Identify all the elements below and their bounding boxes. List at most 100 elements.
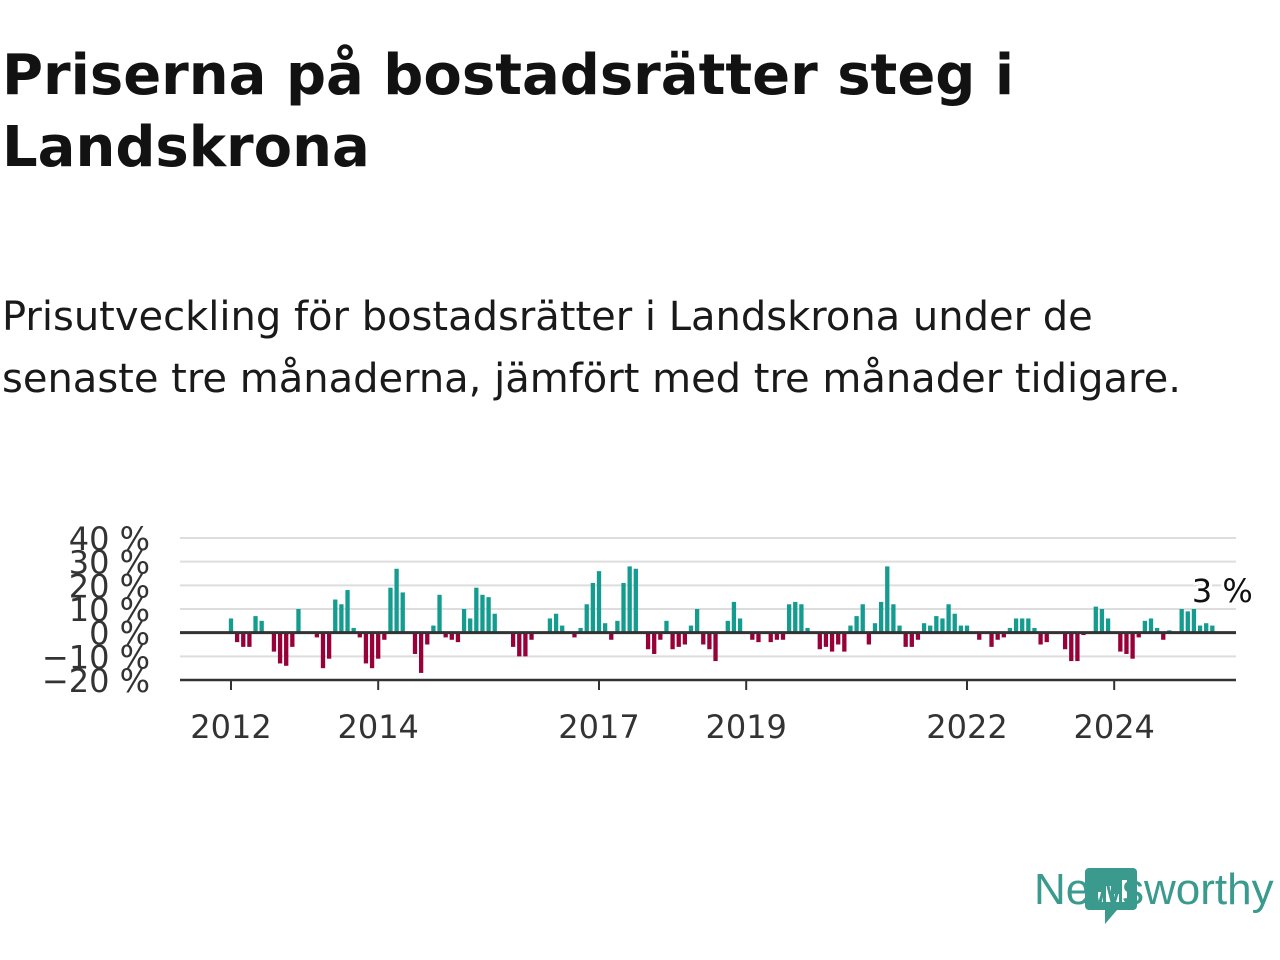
bar bbox=[621, 582, 626, 633]
bar bbox=[664, 620, 669, 633]
bar bbox=[1093, 606, 1098, 633]
bar bbox=[928, 625, 933, 633]
bar bbox=[713, 632, 718, 662]
bar bbox=[1044, 632, 1049, 643]
x-tick-label: 2012 bbox=[190, 708, 271, 746]
bar bbox=[756, 632, 761, 643]
y-tick-label: −20 % bbox=[42, 662, 150, 700]
bar bbox=[725, 620, 730, 633]
bar bbox=[952, 613, 957, 633]
bar bbox=[437, 594, 442, 633]
bar-chart: 40 %30 %20 %10 %0 %−10 %−20 % 2012 2014 20… bbox=[42, 520, 1256, 746]
bar bbox=[940, 618, 945, 633]
x-tick-label: 2017 bbox=[558, 708, 639, 746]
bar bbox=[1069, 632, 1074, 662]
bar bbox=[964, 625, 970, 633]
chart-subtitle: Prisutveckling för bostadsrätter i Lands… bbox=[2, 294, 1181, 402]
bar bbox=[897, 625, 902, 633]
bar bbox=[431, 625, 436, 633]
bar bbox=[688, 625, 694, 633]
bar bbox=[394, 568, 399, 633]
bar bbox=[596, 571, 602, 633]
bar bbox=[1118, 632, 1123, 652]
bar bbox=[1161, 632, 1166, 640]
bar bbox=[259, 620, 264, 633]
bar bbox=[1099, 609, 1105, 633]
bar bbox=[271, 632, 277, 652]
bar bbox=[1062, 632, 1068, 650]
bar bbox=[615, 620, 620, 633]
bar bbox=[510, 632, 516, 647]
bar bbox=[750, 632, 755, 640]
bar bbox=[891, 604, 896, 633]
bar bbox=[872, 623, 878, 633]
bar bbox=[786, 604, 792, 633]
bar bbox=[731, 601, 737, 633]
bar bbox=[1105, 618, 1111, 633]
bar bbox=[670, 632, 675, 650]
bar bbox=[1007, 627, 1013, 633]
bar bbox=[517, 632, 522, 657]
x-tick-label: 2024 bbox=[1073, 708, 1154, 746]
bar bbox=[455, 632, 461, 643]
bar bbox=[946, 604, 951, 633]
bar bbox=[376, 632, 381, 659]
bar bbox=[253, 616, 258, 633]
bar bbox=[578, 627, 583, 633]
bar bbox=[676, 632, 681, 647]
bar bbox=[1204, 623, 1209, 633]
bar bbox=[1038, 632, 1043, 645]
bar bbox=[633, 568, 638, 633]
bar bbox=[400, 592, 405, 633]
bar bbox=[320, 632, 326, 669]
bar bbox=[590, 582, 596, 633]
bar bbox=[1148, 618, 1154, 633]
bar bbox=[247, 632, 252, 647]
bar bbox=[474, 587, 479, 633]
bar bbox=[989, 632, 994, 647]
bar bbox=[339, 604, 344, 633]
bar bbox=[314, 632, 320, 638]
bar bbox=[492, 613, 497, 633]
bar bbox=[799, 604, 804, 633]
bar bbox=[529, 632, 534, 640]
brand-name: Newsworthy bbox=[1034, 865, 1274, 914]
bar bbox=[866, 632, 872, 645]
bar bbox=[560, 625, 565, 633]
x-tick-label: 2022 bbox=[926, 708, 1007, 746]
bar bbox=[995, 632, 1000, 640]
x-tick-label: 2014 bbox=[337, 708, 418, 746]
y-tick-label: 20 % bbox=[69, 567, 150, 605]
bar bbox=[480, 594, 485, 633]
x-axis: 2012 2014 2017 2019 2022 2024 bbox=[180, 678, 1236, 746]
bar bbox=[443, 632, 448, 638]
bar bbox=[774, 632, 780, 640]
bar bbox=[737, 618, 743, 633]
bar bbox=[823, 632, 829, 647]
bar bbox=[903, 632, 908, 647]
bar bbox=[363, 632, 369, 664]
newsworthy-chart-icon bbox=[1085, 868, 1137, 924]
bar bbox=[848, 625, 853, 633]
bar bbox=[645, 632, 651, 650]
bar bbox=[241, 632, 246, 647]
bar bbox=[290, 632, 295, 647]
bar bbox=[701, 632, 706, 645]
bar bbox=[468, 618, 473, 633]
bar bbox=[885, 566, 890, 633]
bar bbox=[1136, 632, 1141, 638]
x-tick-label: 2019 bbox=[705, 708, 786, 746]
bar bbox=[805, 627, 810, 633]
bar bbox=[388, 587, 393, 633]
bar bbox=[793, 601, 798, 633]
y-tick-label: 0 % bbox=[89, 615, 150, 653]
bar bbox=[418, 632, 424, 673]
bar bbox=[1142, 620, 1148, 633]
bar bbox=[351, 627, 356, 633]
bar bbox=[958, 625, 964, 633]
bar bbox=[449, 632, 454, 640]
bar bbox=[333, 599, 338, 633]
y-tick-label: 10 % bbox=[69, 591, 150, 629]
bar-series bbox=[228, 566, 1215, 673]
bar bbox=[345, 590, 350, 633]
